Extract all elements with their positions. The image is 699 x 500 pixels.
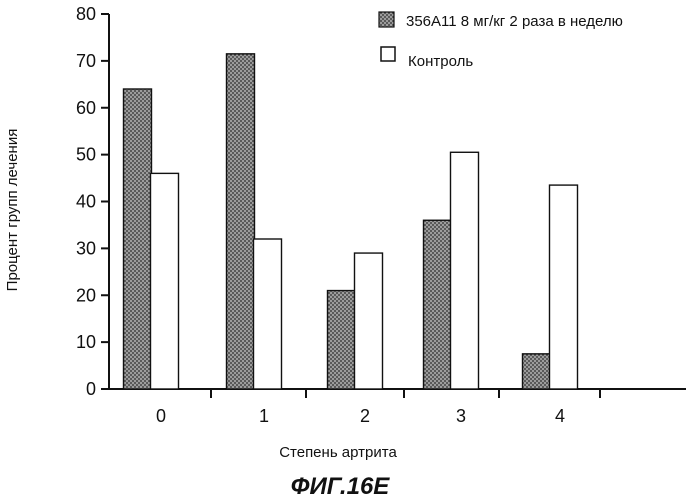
y-tick-label: 60 bbox=[76, 98, 96, 118]
bar-treatment-0 bbox=[124, 89, 152, 389]
y-tick-label: 20 bbox=[76, 285, 96, 305]
axes bbox=[109, 14, 686, 389]
bar-treatment-2 bbox=[328, 291, 356, 389]
x-ticks: 0 1 2 3 4 bbox=[156, 389, 600, 426]
bars bbox=[124, 54, 578, 389]
x-axis-title: Степень артрита bbox=[279, 444, 397, 461]
figure-caption: ФИГ.16E bbox=[291, 473, 391, 500]
y-axis-title: Процент групп лечения bbox=[4, 129, 21, 292]
bar-control-3 bbox=[451, 152, 479, 389]
y-tick-label: 40 bbox=[76, 192, 96, 212]
bar-treatment-1 bbox=[227, 54, 255, 389]
legend-label-series-1: 356A11 8 мг/кг 2 раза в неделю bbox=[406, 13, 623, 30]
bar-treatment-4 bbox=[523, 354, 551, 389]
legend: 356A11 8 мг/кг 2 раза в неделю Контроль bbox=[379, 12, 623, 70]
y-tick-label: 50 bbox=[76, 145, 96, 165]
bar-control-1 bbox=[254, 239, 282, 389]
legend-swatch-series-1 bbox=[379, 12, 394, 27]
x-tick-label: 0 bbox=[156, 406, 166, 426]
bar-control-0 bbox=[151, 173, 179, 389]
y-ticks: 0 10 20 30 40 50 60 70 80 bbox=[76, 4, 109, 399]
bar-control-2 bbox=[355, 253, 383, 389]
y-tick-label: 80 bbox=[76, 4, 96, 24]
legend-label-series-2: Контроль bbox=[408, 53, 473, 70]
y-tick-label: 70 bbox=[76, 51, 96, 71]
y-tick-label: 30 bbox=[76, 238, 96, 258]
y-tick-label: 10 bbox=[76, 332, 96, 352]
x-tick-label: 2 bbox=[360, 406, 370, 426]
bar-treatment-3 bbox=[424, 220, 452, 389]
y-tick-label: 0 bbox=[86, 379, 96, 399]
x-tick-label: 1 bbox=[259, 406, 269, 426]
x-tick-label: 3 bbox=[456, 406, 466, 426]
legend-swatch-series-2 bbox=[381, 47, 395, 61]
bar-control-4 bbox=[550, 185, 578, 389]
x-tick-label: 4 bbox=[555, 406, 565, 426]
